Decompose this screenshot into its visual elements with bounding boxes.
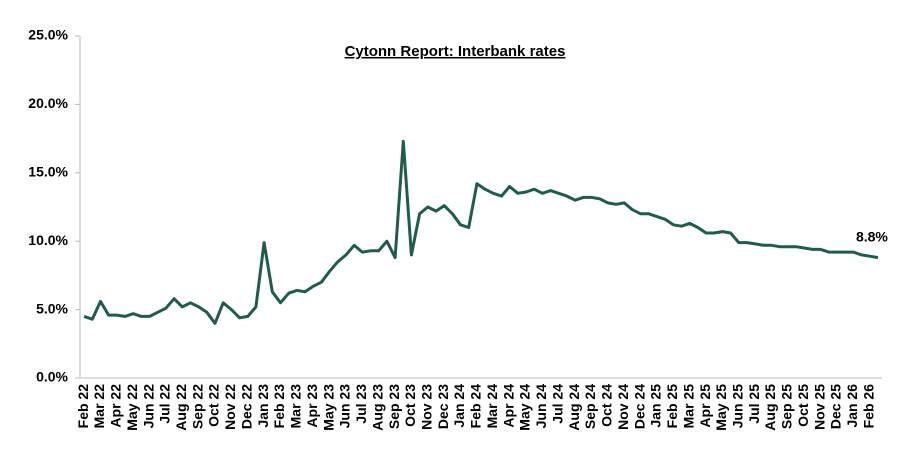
x-tick-label: Oct 23 [402, 384, 418, 427]
x-tick-label: Sep 23 [386, 384, 402, 429]
x-tick-label: Apr 24 [500, 384, 516, 428]
x-tick-label: Nov 25 [811, 384, 827, 430]
x-tick-label: Nov 24 [615, 384, 631, 430]
x-tick-label: May 23 [320, 384, 336, 431]
x-tick-label: Feb 25 [664, 384, 680, 429]
x-tick-label: Jul 23 [353, 384, 369, 424]
x-tick-label: Jun 22 [140, 384, 156, 429]
x-tick-label: Jan 26 [844, 384, 860, 428]
x-tick-label: Dec 24 [631, 384, 647, 429]
x-tick-label: Aug 25 [762, 384, 778, 431]
x-tick-label: Feb 22 [75, 384, 91, 429]
x-tick-label: Jan 24 [451, 384, 467, 428]
x-tick-label: Dec 23 [435, 384, 451, 429]
y-tick-label: 25.0% [28, 27, 68, 43]
y-tick-label: 0.0% [36, 369, 68, 385]
x-tick-label: Apr 22 [108, 384, 124, 428]
x-tick-label: Feb 26 [860, 384, 876, 429]
x-tick-label: Sep 25 [779, 384, 795, 429]
x-tick-label: Nov 23 [419, 384, 435, 430]
data-label: 8.8% [856, 228, 888, 244]
y-tick-label: 5.0% [36, 300, 68, 316]
x-tick-label: Apr 23 [304, 384, 320, 428]
x-tick-label: Oct 22 [206, 384, 222, 427]
line [83, 139, 879, 325]
x-tick-label: Jun 24 [533, 384, 549, 429]
x-tick-label: Dec 22 [238, 384, 254, 429]
x-tick-label: Aug 24 [566, 384, 582, 431]
y-tick-label: 15.0% [28, 164, 68, 180]
x-tick-label: Oct 24 [599, 384, 615, 427]
y-tick-label: 10.0% [28, 232, 68, 248]
x-tick-label: May 22 [124, 384, 140, 431]
x-tick-label: Aug 22 [173, 384, 189, 431]
y-tick-label: 20.0% [28, 95, 68, 111]
x-tick-label: Oct 25 [795, 384, 811, 427]
x-tick-label: Mar 22 [91, 384, 107, 429]
x-tick-label: Feb 23 [271, 384, 287, 429]
x-tick-label: Dec 25 [828, 384, 844, 429]
x-tick-label: Jan 25 [648, 384, 664, 428]
x-tick-label: Mar 23 [288, 384, 304, 429]
x-tick-label: Nov 22 [222, 384, 238, 430]
x-tick-label: Jul 22 [157, 384, 173, 424]
x-tick-label: Jun 23 [337, 384, 353, 429]
x-tick-label: Mar 24 [484, 384, 500, 429]
x-tick-label: Mar 25 [680, 384, 696, 429]
x-tick-label: Jun 25 [729, 384, 745, 429]
x-tick-label: Sep 24 [582, 384, 598, 429]
x-tick-label: Jul 24 [549, 384, 565, 424]
x-tick-label: May 25 [713, 384, 729, 431]
x-tick-label: Sep 22 [189, 384, 205, 429]
x-tick-label: Apr 25 [697, 384, 713, 428]
x-tick-label: Jan 23 [255, 384, 271, 428]
x-tick-label: Aug 23 [369, 384, 385, 431]
x-tick-label: Feb 24 [468, 384, 484, 429]
x-tick-label: Jul 25 [746, 384, 762, 424]
chart-title: Cytonn Report: Interbank rates [345, 43, 566, 60]
x-tick-label: May 24 [517, 384, 533, 431]
